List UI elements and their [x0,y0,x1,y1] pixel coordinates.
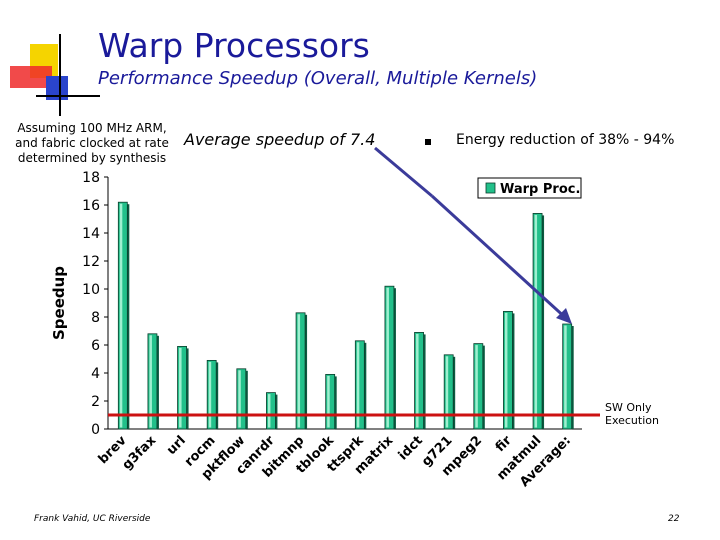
bar-g721 [443,354,454,430]
bar-ttsprk [354,340,365,430]
bar-highlight [119,203,123,428]
bar-bitmnp [295,312,306,430]
chart-overlay: Warp Proc. [108,146,600,417]
y-tick-label: 0 [91,422,100,438]
y-axis-title: Speedup [50,266,68,340]
slide-title: Warp Processors [98,26,370,65]
bar-highlight [238,370,241,428]
energy-reduction-note: Energy reduction of 38% - 94% [456,132,675,148]
assumption-line: determined by synthesis [17,151,167,165]
logo-graphic [10,34,100,116]
footer-author: Frank Vahid, UC Riverside [34,514,151,524]
y-tick-label: 10 [82,282,100,298]
y-tick-label: 4 [91,366,100,382]
bar-highlight [267,394,271,428]
bar-highlight [179,347,182,428]
sw-only-line: Execution [605,414,659,427]
legend-label: Warp Proc. [500,182,580,197]
x-tick-label: g3fax [120,433,160,473]
y-tick-label: 8 [91,310,100,326]
average-speedup-note: Average speedup of 7.4 [184,130,376,149]
y-tick-label: 6 [91,338,100,354]
bar-highlight [297,314,301,428]
bar-matmul [532,212,543,430]
bar-url [177,345,187,430]
chart-axes: 0 2 4 6 8 10 12 14 16 18 Speedup [50,170,582,438]
average-arrow-line [430,194,570,322]
y-tick-label: 12 [82,254,100,270]
bar-tblook [325,373,336,430]
bar-highlight [416,333,419,428]
bar-pktflow [236,368,247,430]
bar-highlight [149,335,152,428]
y-tick-label: 2 [91,394,100,410]
x-tick-label: url [164,433,189,458]
page-number: 22 [668,514,680,524]
logo-red-square [10,66,52,88]
logo-blue-square [46,76,68,100]
assumption-line: and fabric clocked at rate [15,136,169,150]
y-tick-label: 18 [82,170,100,186]
legend-box [477,177,582,199]
bar-highlight [356,342,360,428]
bar-rocm [206,359,217,430]
average-arrow-line [374,146,433,198]
bullet-icon [425,139,431,145]
x-tick-label: fir [493,433,515,455]
legend-swatch [485,182,496,194]
bar-brev [117,201,128,430]
assumption-line: Assuming 100 MHz ARM, [17,121,167,135]
y-tick-label: 14 [82,226,100,242]
bar-fir [503,310,513,430]
bar-highlight [327,375,330,428]
assumption-note: Assuming 100 MHz ARM, and fabric clocked… [8,121,176,166]
bar-matrix [384,285,395,430]
bar-mpeg2 [473,343,484,430]
bar-canrdr [266,392,276,430]
sw-only-label: SW Only Execution [605,401,685,427]
bar-highlight [445,356,449,428]
bar-highlight [504,312,508,428]
bar-highlight [475,345,478,428]
arrow-head-icon [556,308,572,324]
bar-highlight [386,287,389,428]
y-tick-label: 16 [82,198,100,214]
bar-idct [414,331,424,430]
slide-subtitle: Performance Speedup (Overall, Multiple K… [98,68,538,89]
bar-highlight [564,325,567,428]
sw-only-line: SW Only [605,401,652,414]
bar-highlight [534,214,538,428]
chart-bars [117,201,574,430]
bar-highlight [208,361,212,428]
bar-g3fax [147,333,158,430]
bar-Average [562,323,573,430]
